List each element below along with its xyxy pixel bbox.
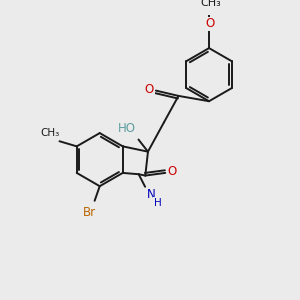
Text: CH₃: CH₃ xyxy=(201,0,221,8)
Text: O: O xyxy=(145,83,154,96)
Text: CH₃: CH₃ xyxy=(40,128,60,138)
Text: O: O xyxy=(206,17,214,30)
Text: HO: HO xyxy=(118,122,136,135)
Text: N: N xyxy=(146,188,155,201)
Text: Br: Br xyxy=(83,206,96,219)
Text: H: H xyxy=(154,198,161,208)
Text: O: O xyxy=(167,166,176,178)
